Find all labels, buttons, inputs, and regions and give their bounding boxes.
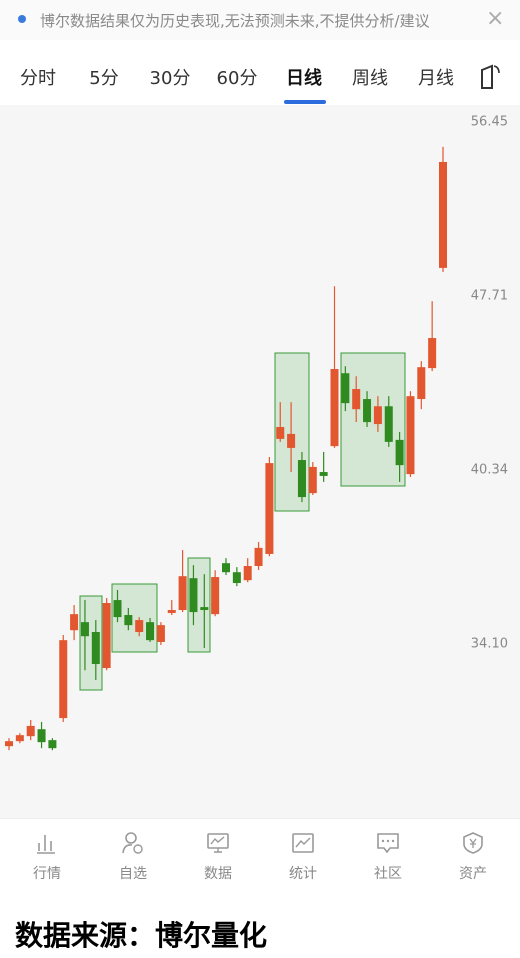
notice-text: 博尔数据结果仅为历史表现,无法预测未来,不提供分析/建议 bbox=[40, 12, 430, 30]
candle-body bbox=[222, 563, 230, 573]
candle-body bbox=[80, 622, 89, 637]
candle-body bbox=[276, 427, 285, 439]
candle-body bbox=[178, 576, 187, 611]
candle-body bbox=[341, 373, 350, 404]
candle-body bbox=[363, 399, 372, 423]
candle-body bbox=[37, 729, 46, 743]
candle-body bbox=[91, 632, 100, 665]
candle-body bbox=[124, 615, 133, 626]
nav-label[interactable]: 自选 bbox=[119, 866, 147, 882]
candle-body bbox=[232, 572, 241, 584]
candle-body bbox=[5, 741, 13, 747]
candle-body bbox=[156, 625, 165, 642]
candle-body bbox=[113, 600, 122, 618]
period-tab[interactable]: 5分 bbox=[89, 68, 119, 89]
nav-icon[interactable] bbox=[121, 831, 145, 855]
chart-background bbox=[0, 105, 520, 818]
candle-body bbox=[135, 620, 144, 633]
candle-body bbox=[287, 433, 296, 448]
candle-body bbox=[319, 472, 328, 476]
candle-body bbox=[26, 725, 35, 737]
period-tab[interactable]: 月线 bbox=[418, 68, 454, 89]
period-tab[interactable]: 日线 bbox=[286, 68, 322, 89]
candle-body bbox=[102, 602, 111, 669]
period-tab[interactable]: 周线 bbox=[352, 68, 388, 89]
nav-icon[interactable] bbox=[376, 831, 400, 855]
candle-body bbox=[254, 547, 263, 566]
nav-icon[interactable] bbox=[461, 831, 485, 855]
candle-body bbox=[189, 578, 198, 613]
y-tick-label: 47.71 bbox=[471, 289, 508, 304]
candle-body bbox=[373, 406, 382, 425]
candle-body bbox=[428, 338, 437, 369]
y-tick-label: 56.45 bbox=[471, 114, 508, 129]
candle-body bbox=[384, 406, 393, 442]
nav-icon[interactable] bbox=[291, 831, 315, 855]
candle-body bbox=[352, 389, 361, 410]
candle-body bbox=[15, 735, 24, 742]
nav-icon[interactable] bbox=[206, 831, 230, 855]
rotate-icon[interactable] bbox=[478, 62, 502, 90]
bottom-nav: 行情 自选 数据 统计 社区 资产 bbox=[0, 818, 520, 891]
period-tabs: 分时 5分 30分 60分 日线 周线 月线 bbox=[0, 48, 520, 105]
candle-body bbox=[167, 610, 176, 613]
nav-icon[interactable] bbox=[35, 831, 59, 855]
y-tick-label: 34.10 bbox=[471, 637, 508, 652]
nav-label[interactable]: 统计 bbox=[289, 866, 317, 882]
close-button[interactable]: × bbox=[486, 6, 505, 31]
nav-label[interactable]: 资产 bbox=[459, 866, 487, 882]
nav-label[interactable]: 行情 bbox=[33, 866, 61, 882]
nav-label[interactable]: 数据 bbox=[204, 866, 232, 882]
candle-body bbox=[439, 161, 447, 268]
highlight-box bbox=[340, 352, 406, 487]
candle-body bbox=[146, 622, 155, 641]
candle-body bbox=[297, 460, 306, 498]
candle-body bbox=[48, 740, 57, 749]
footer-source: 数据来源：博尔量化 bbox=[15, 919, 268, 952]
candle-body bbox=[406, 396, 415, 475]
candle-body bbox=[265, 463, 274, 554]
tab-underline bbox=[284, 100, 326, 104]
candle-body bbox=[330, 369, 339, 447]
candle-body bbox=[59, 640, 68, 719]
y-tick-label: 40.34 bbox=[471, 463, 508, 478]
candle-body bbox=[200, 607, 209, 611]
candle-body bbox=[70, 614, 79, 631]
period-tab[interactable]: 60分 bbox=[216, 68, 258, 89]
period-tab[interactable]: 分时 bbox=[20, 68, 56, 89]
notice-dot bbox=[18, 15, 26, 23]
nav-label[interactable]: 社区 bbox=[374, 866, 402, 882]
candle-body bbox=[395, 439, 404, 466]
candle-body bbox=[308, 466, 317, 494]
candlestick-chart: 56.45 47.71 40.34 34.10 bbox=[0, 105, 520, 818]
candle-body bbox=[211, 577, 220, 615]
candle-body bbox=[243, 565, 252, 581]
period-tab[interactable]: 30分 bbox=[149, 68, 191, 89]
notice-bar: 博尔数据结果仅为历史表现,无法预测未来,不提供分析/建议 × bbox=[0, 0, 520, 40]
candle-body bbox=[417, 367, 426, 400]
